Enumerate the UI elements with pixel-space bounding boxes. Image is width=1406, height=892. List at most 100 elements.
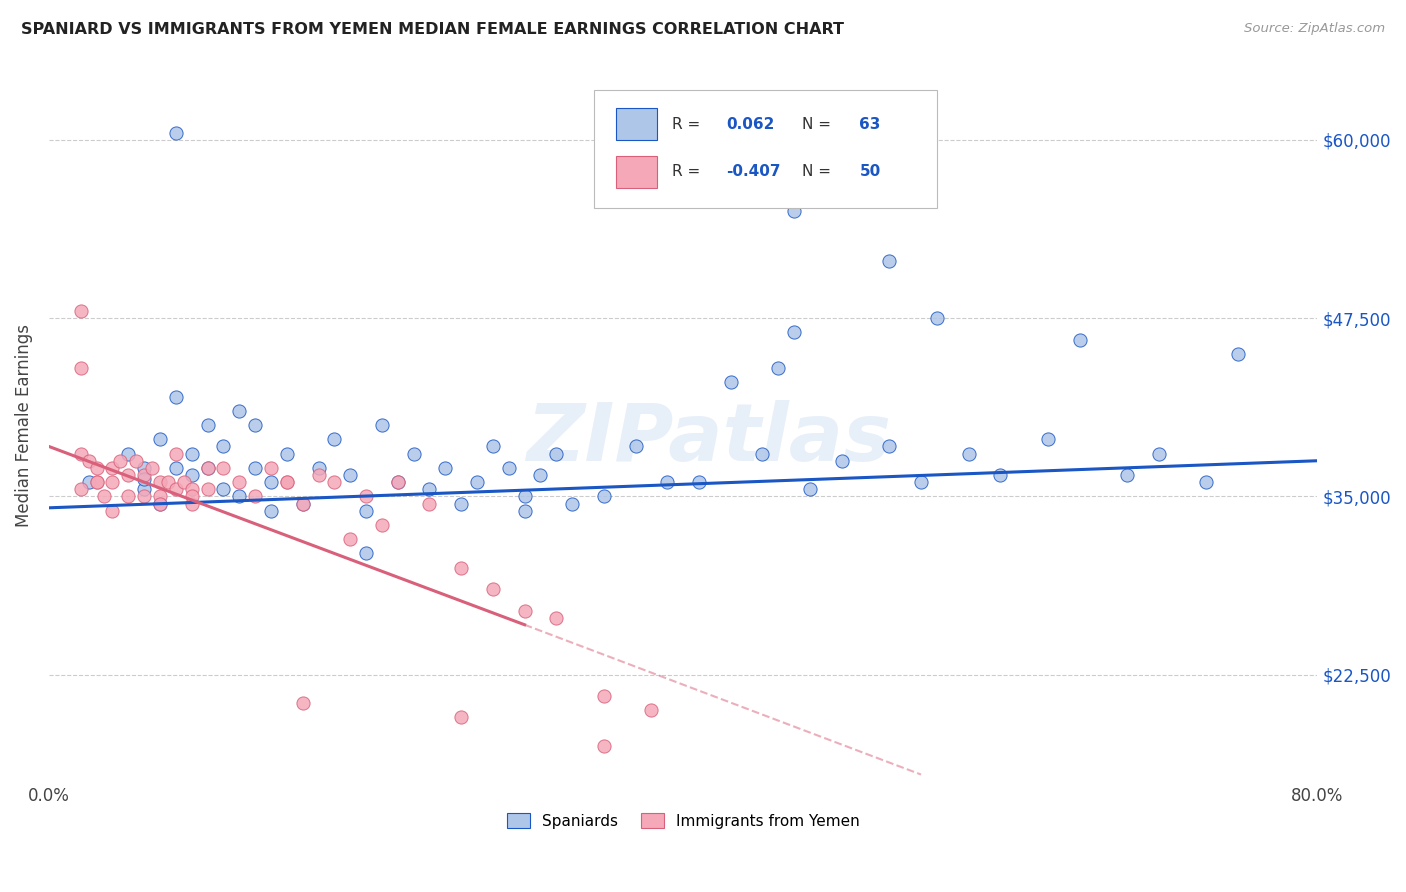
Point bbox=[132, 461, 155, 475]
Point bbox=[197, 418, 219, 433]
Point bbox=[450, 496, 472, 510]
Point bbox=[101, 461, 124, 475]
Point bbox=[132, 490, 155, 504]
Text: R =: R = bbox=[672, 164, 704, 179]
Point bbox=[831, 454, 853, 468]
Point bbox=[291, 496, 314, 510]
Point bbox=[513, 603, 536, 617]
Point bbox=[165, 483, 187, 497]
Point bbox=[561, 496, 583, 510]
Point bbox=[243, 490, 266, 504]
Point bbox=[149, 433, 172, 447]
Point bbox=[657, 475, 679, 490]
Point bbox=[132, 472, 155, 486]
Point bbox=[117, 447, 139, 461]
Text: 50: 50 bbox=[859, 164, 880, 179]
Point bbox=[165, 447, 187, 461]
Point bbox=[228, 490, 250, 504]
Point bbox=[593, 689, 616, 703]
Point bbox=[149, 496, 172, 510]
Text: Source: ZipAtlas.com: Source: ZipAtlas.com bbox=[1244, 22, 1385, 36]
Point bbox=[546, 610, 568, 624]
Text: 63: 63 bbox=[859, 117, 882, 132]
Point bbox=[624, 440, 647, 454]
Legend: Spaniards, Immigrants from Yemen: Spaniards, Immigrants from Yemen bbox=[501, 806, 866, 835]
Point bbox=[783, 204, 806, 219]
Point bbox=[308, 468, 330, 483]
Point bbox=[546, 447, 568, 461]
Point bbox=[180, 483, 202, 497]
Point bbox=[132, 468, 155, 483]
Point bbox=[197, 461, 219, 475]
Point bbox=[69, 304, 91, 318]
Y-axis label: Median Female Earnings: Median Female Earnings bbox=[15, 324, 32, 526]
Point bbox=[180, 468, 202, 483]
Point bbox=[482, 582, 505, 596]
Point bbox=[132, 483, 155, 497]
Point bbox=[957, 447, 980, 461]
Point bbox=[228, 404, 250, 418]
Point bbox=[910, 475, 932, 490]
Point bbox=[1069, 333, 1091, 347]
Point bbox=[180, 496, 202, 510]
Point bbox=[450, 710, 472, 724]
Point bbox=[339, 532, 361, 546]
Point bbox=[101, 503, 124, 517]
Point bbox=[69, 361, 91, 376]
Point bbox=[1227, 347, 1250, 361]
Point bbox=[165, 390, 187, 404]
Point bbox=[387, 475, 409, 490]
Point bbox=[1147, 447, 1170, 461]
Text: R =: R = bbox=[672, 117, 704, 132]
Point bbox=[339, 468, 361, 483]
Point bbox=[783, 326, 806, 340]
Point bbox=[434, 461, 457, 475]
Text: -0.407: -0.407 bbox=[727, 164, 780, 179]
Point bbox=[925, 311, 948, 326]
Point bbox=[165, 126, 187, 140]
Point bbox=[720, 376, 742, 390]
Point bbox=[173, 475, 195, 490]
Point bbox=[149, 475, 172, 490]
Point bbox=[418, 496, 440, 510]
Point bbox=[276, 447, 298, 461]
Point bbox=[110, 454, 132, 468]
Point bbox=[212, 440, 235, 454]
Point bbox=[276, 475, 298, 490]
Point bbox=[354, 546, 377, 560]
Point bbox=[156, 475, 179, 490]
Point bbox=[117, 490, 139, 504]
Text: SPANIARD VS IMMIGRANTS FROM YEMEN MEDIAN FEMALE EARNINGS CORRELATION CHART: SPANIARD VS IMMIGRANTS FROM YEMEN MEDIAN… bbox=[21, 22, 844, 37]
Bar bbox=[616, 108, 657, 140]
Point bbox=[77, 475, 100, 490]
Point bbox=[69, 447, 91, 461]
Point bbox=[323, 475, 346, 490]
Point bbox=[180, 490, 202, 504]
Point bbox=[879, 254, 901, 268]
Point bbox=[180, 447, 202, 461]
Point bbox=[197, 461, 219, 475]
Point bbox=[260, 475, 283, 490]
Point bbox=[879, 440, 901, 454]
Point bbox=[323, 433, 346, 447]
Point bbox=[387, 475, 409, 490]
Text: N =: N = bbox=[803, 164, 837, 179]
Point bbox=[149, 496, 172, 510]
Point bbox=[228, 475, 250, 490]
Point bbox=[418, 483, 440, 497]
Point bbox=[101, 475, 124, 490]
Point bbox=[141, 461, 163, 475]
FancyBboxPatch shape bbox=[595, 90, 936, 208]
Text: ZIPatlas: ZIPatlas bbox=[526, 401, 891, 478]
Point bbox=[498, 461, 520, 475]
Point bbox=[1116, 468, 1139, 483]
Point bbox=[513, 503, 536, 517]
Point bbox=[371, 517, 394, 532]
Point bbox=[1036, 433, 1059, 447]
Point bbox=[529, 468, 551, 483]
Point bbox=[482, 440, 505, 454]
Point bbox=[354, 503, 377, 517]
Point bbox=[513, 490, 536, 504]
Point bbox=[125, 454, 148, 468]
Point bbox=[465, 475, 488, 490]
